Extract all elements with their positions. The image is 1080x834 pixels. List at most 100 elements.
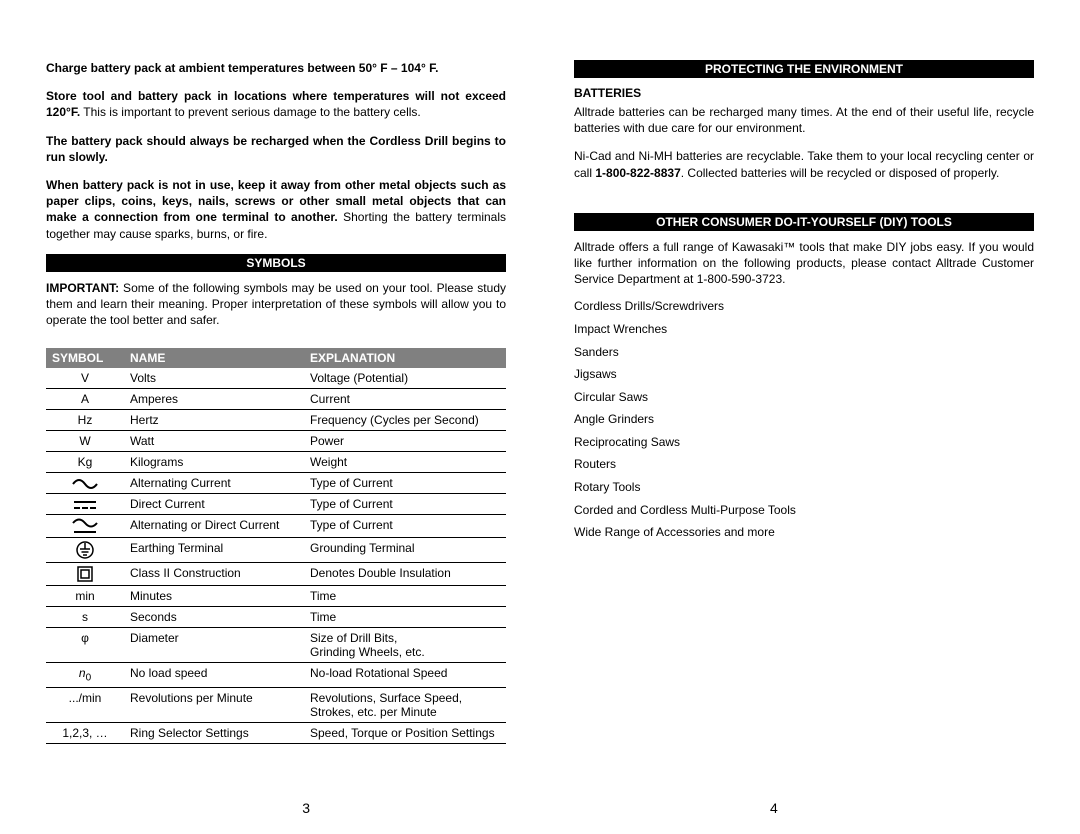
cell-explanation: Power [304, 431, 506, 452]
bullet-item: When battery pack is not in use, keep it… [46, 177, 506, 242]
symbols-table: SYMBOL NAME EXPLANATION VVoltsVoltage (P… [46, 348, 506, 743]
list-item: Routers [574, 457, 1034, 473]
cell-name: Direct Current [124, 494, 304, 515]
symbols-header: SYMBOLS [46, 254, 506, 272]
env-p2: Ni-Cad and Ni-MH batteries are recyclabl… [574, 148, 1034, 180]
cell-name: Earthing Terminal [124, 538, 304, 563]
cell-symbol: .../min [46, 687, 124, 722]
cell-symbol: V [46, 368, 124, 389]
env-p1: Alltrade batteries can be recharged many… [574, 104, 1034, 136]
right-page: PROTECTING THE ENVIRONMENT BATTERIES All… [574, 60, 1034, 810]
cell-symbol: A [46, 389, 124, 410]
env-sub: BATTERIES [574, 86, 1034, 100]
cell-explanation: Speed, Torque or Position Settings [304, 722, 506, 743]
cell-name: Watt [124, 431, 304, 452]
table-row: WWattPower [46, 431, 506, 452]
diy-header: OTHER CONSUMER DO-IT-YOURSELF (DIY) TOOL… [574, 213, 1034, 231]
list-item: Rotary Tools [574, 480, 1034, 496]
diy-intro: Alltrade offers a full range of Kawasaki… [574, 239, 1034, 288]
env-p2b: . Collected batteries will be recycled o… [681, 166, 1000, 180]
symbols-intro-bold: IMPORTANT: [46, 281, 119, 295]
cell-explanation: Grounding Terminal [304, 538, 506, 563]
left-page: Charge battery pack at ambient temperatu… [46, 60, 506, 810]
cell-explanation: No-load Rotational Speed [304, 663, 506, 687]
cell-explanation: Voltage (Potential) [304, 368, 506, 389]
page-right: 4 [770, 800, 778, 816]
cell-explanation: Size of Drill Bits,Grinding Wheels, etc. [304, 628, 506, 663]
table-row: n0No load speedNo-load Rotational Speed [46, 663, 506, 687]
cell-name: Minutes [124, 586, 304, 607]
env-header: PROTECTING THE ENVIRONMENT [574, 60, 1034, 78]
cell-explanation: Time [304, 586, 506, 607]
table-row: 1,2,3, …Ring Selector SettingsSpeed, Tor… [46, 722, 506, 743]
cell-symbol: s [46, 607, 124, 628]
cell-name: Amperes [124, 389, 304, 410]
table-row: Alternating or Direct CurrentType of Cur… [46, 515, 506, 538]
list-item: Sanders [574, 345, 1034, 361]
cell-symbol [46, 473, 124, 494]
list-item: Corded and Cordless Multi-Purpose Tools [574, 503, 1034, 519]
cell-explanation: Revolutions, Surface Speed,Strokes, etc.… [304, 687, 506, 722]
th-symbol: SYMBOL [46, 348, 124, 368]
cell-symbol: Hz [46, 410, 124, 431]
list-item: Jigsaws [574, 367, 1034, 383]
page-numbers: 3 4 [0, 800, 1080, 816]
cell-symbol: min [46, 586, 124, 607]
cell-name: Hertz [124, 410, 304, 431]
cell-explanation: Frequency (Cycles per Second) [304, 410, 506, 431]
cell-explanation: Type of Current [304, 494, 506, 515]
list-item: Wide Range of Accessories and more [574, 525, 1034, 541]
bullet-item: Charge battery pack at ambient temperatu… [46, 60, 506, 76]
product-list: Cordless Drills/Screwdrivers Impact Wrenc… [574, 299, 1034, 548]
cell-name: Revolutions per Minute [124, 687, 304, 722]
cell-explanation: Type of Current [304, 515, 506, 538]
cell-name: Ring Selector Settings [124, 722, 304, 743]
cell-symbol: φ [46, 628, 124, 663]
list-item: Circular Saws [574, 390, 1034, 406]
cell-name: Volts [124, 368, 304, 389]
table-row: KgKilogramsWeight [46, 452, 506, 473]
table-row: Alternating CurrentType of Current [46, 473, 506, 494]
list-item: Impact Wrenches [574, 322, 1034, 338]
cell-name: Alternating Current [124, 473, 304, 494]
cell-explanation: Type of Current [304, 473, 506, 494]
page-left: 3 [302, 800, 310, 816]
table-row: φDiameterSize of Drill Bits,Grinding Whe… [46, 628, 506, 663]
table-row: Earthing TerminalGrounding Terminal [46, 538, 506, 563]
bullet-item: Store tool and battery pack in locations… [46, 88, 506, 120]
th-name: NAME [124, 348, 304, 368]
cell-explanation: Denotes Double Insulation [304, 563, 506, 586]
th-explanation: EXPLANATION [304, 348, 506, 368]
list-item: Reciprocating Saws [574, 435, 1034, 451]
list-item: Cordless Drills/Screwdrivers [574, 299, 1034, 315]
battery-bullets: Charge battery pack at ambient temperatu… [46, 60, 506, 254]
table-row: .../minRevolutions per MinuteRevolutions… [46, 687, 506, 722]
cell-symbol: n0 [46, 663, 124, 687]
symbols-intro: IMPORTANT: Some of the following symbols… [46, 280, 506, 329]
cell-name: Class II Construction [124, 563, 304, 586]
cell-name: Kilograms [124, 452, 304, 473]
table-row: minMinutesTime [46, 586, 506, 607]
table-row: AAmperesCurrent [46, 389, 506, 410]
cell-name: No load speed [124, 663, 304, 687]
cell-name: Diameter [124, 628, 304, 663]
cell-symbol [46, 494, 124, 515]
cell-name: Alternating or Direct Current [124, 515, 304, 538]
cell-explanation: Time [304, 607, 506, 628]
cell-name: Seconds [124, 607, 304, 628]
table-row: Direct CurrentType of Current [46, 494, 506, 515]
cell-symbol: 1,2,3, … [46, 722, 124, 743]
table-row: Class II ConstructionDenotes Double Insu… [46, 563, 506, 586]
table-row: HzHertzFrequency (Cycles per Second) [46, 410, 506, 431]
cell-symbol: Kg [46, 452, 124, 473]
bullet-item: The battery pack should always be rechar… [46, 133, 506, 165]
table-row: sSecondsTime [46, 607, 506, 628]
env-p2-phone: 1-800-822-8837 [595, 166, 680, 180]
cell-symbol [46, 563, 124, 586]
cell-symbol [46, 515, 124, 538]
cell-symbol [46, 538, 124, 563]
list-item: Angle Grinders [574, 412, 1034, 428]
cell-symbol: W [46, 431, 124, 452]
cell-explanation: Weight [304, 452, 506, 473]
table-row: VVoltsVoltage (Potential) [46, 368, 506, 389]
